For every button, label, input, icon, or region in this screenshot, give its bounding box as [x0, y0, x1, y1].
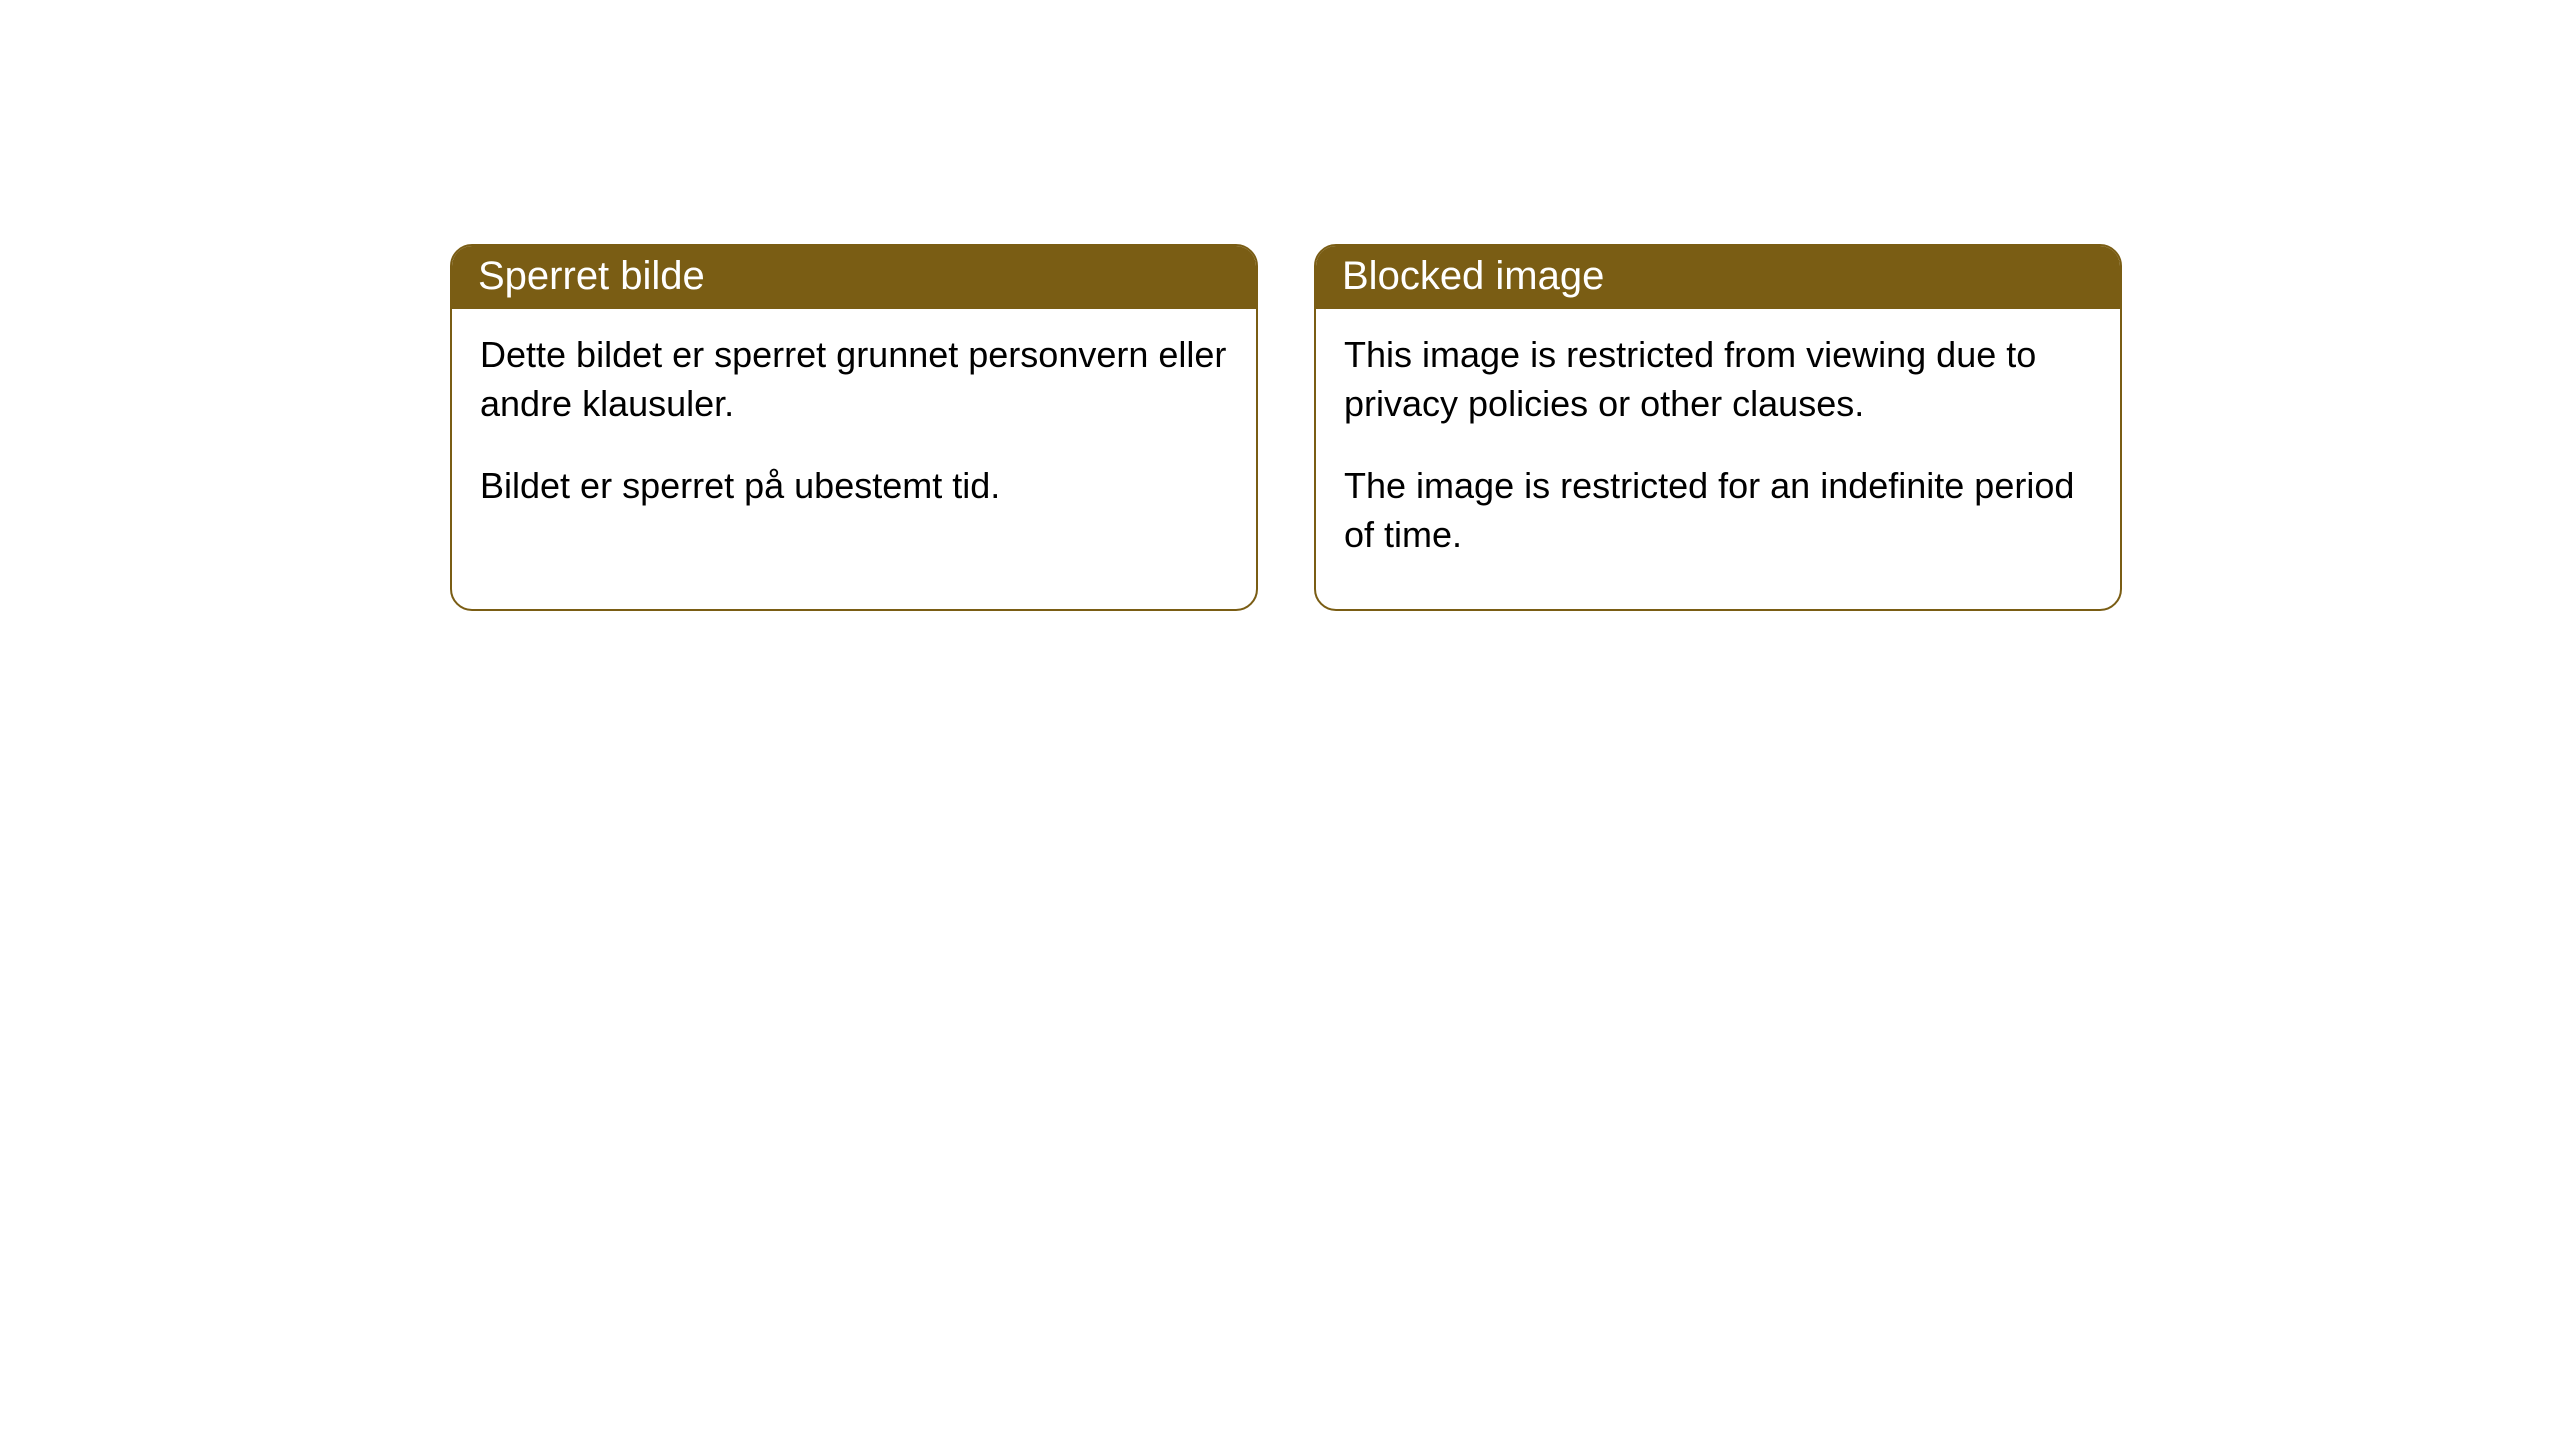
card-body-norwegian: Dette bildet er sperret grunnet personve…: [452, 309, 1256, 561]
card-paragraph-2-norwegian: Bildet er sperret på ubestemt tid.: [480, 462, 1228, 511]
card-paragraph-2-english: The image is restricted for an indefinit…: [1344, 462, 2092, 559]
card-title-norwegian: Sperret bilde: [478, 254, 705, 298]
notice-cards-container: Sperret bilde Dette bildet er sperret gr…: [450, 244, 2122, 611]
blocked-image-card-norwegian: Sperret bilde Dette bildet er sperret gr…: [450, 244, 1258, 611]
blocked-image-card-english: Blocked image This image is restricted f…: [1314, 244, 2122, 611]
card-header-english: Blocked image: [1316, 246, 2120, 309]
card-title-english: Blocked image: [1342, 254, 1604, 298]
card-paragraph-1-norwegian: Dette bildet er sperret grunnet personve…: [480, 331, 1228, 428]
card-header-norwegian: Sperret bilde: [452, 246, 1256, 309]
card-body-english: This image is restricted from viewing du…: [1316, 309, 2120, 609]
card-paragraph-1-english: This image is restricted from viewing du…: [1344, 331, 2092, 428]
